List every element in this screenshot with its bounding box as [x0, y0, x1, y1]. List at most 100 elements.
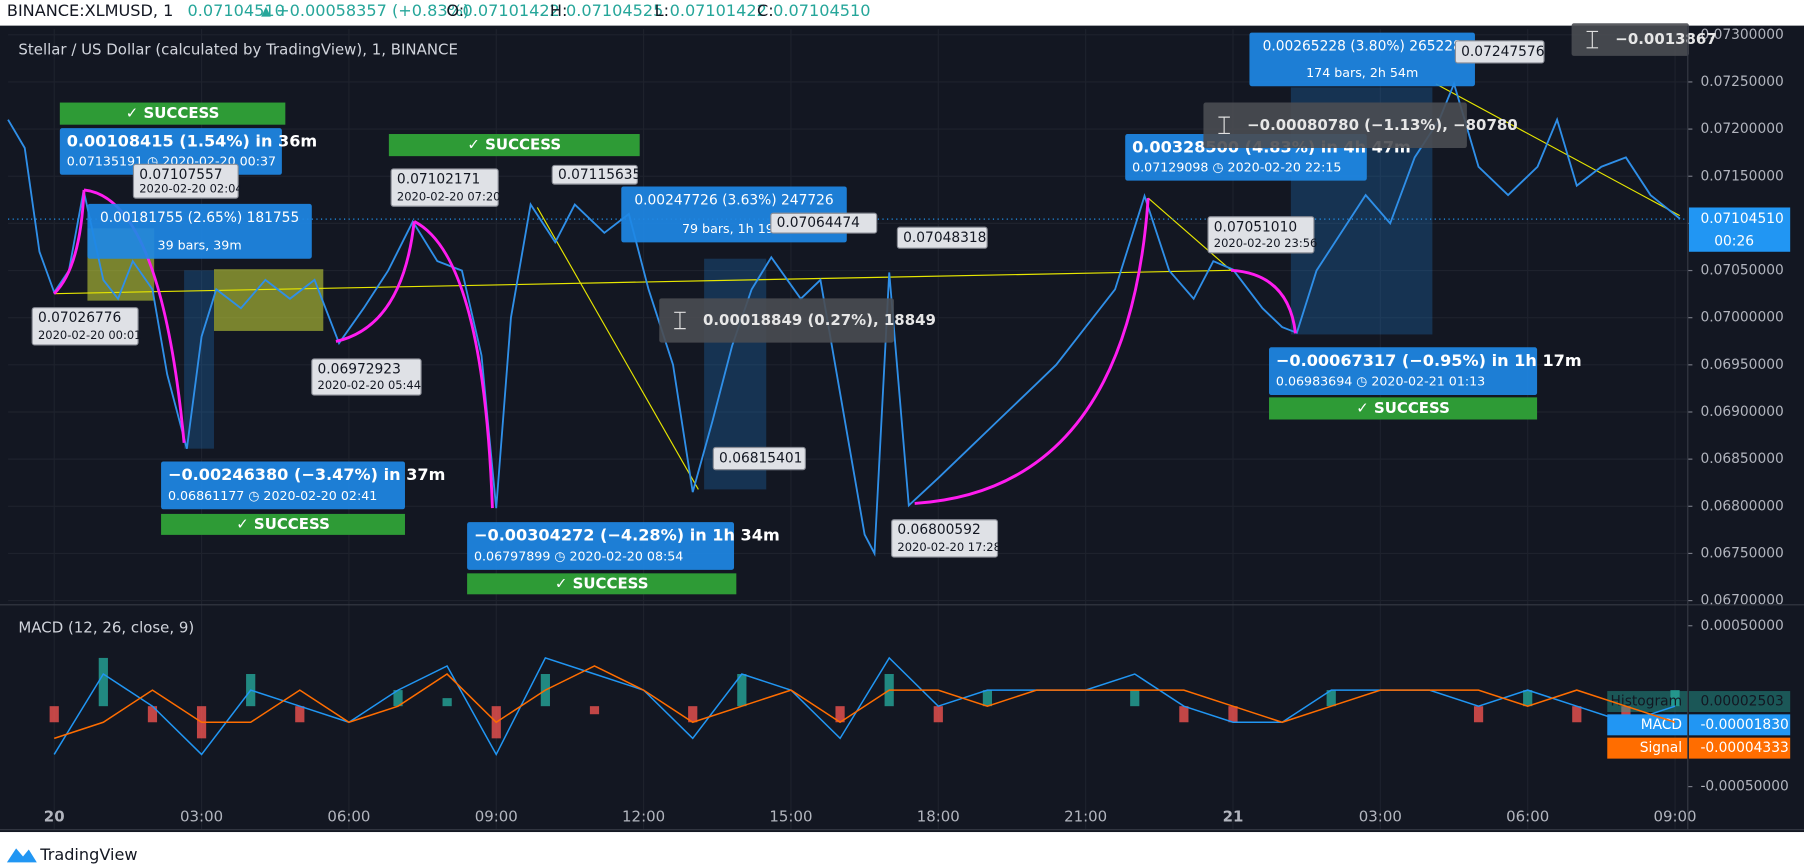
- measure-text: −0.00067317 (−0.95%) in 1h 17m: [1276, 351, 1582, 370]
- measure-box: [87, 203, 312, 259]
- success-tag: [161, 513, 405, 535]
- last-price-bg: [1688, 207, 1791, 252]
- legend-name: Histogram: [1611, 693, 1683, 709]
- measure-text: 0.00108415 (1.54%) in 36m: [67, 132, 317, 151]
- histogram-bar: [1670, 690, 1680, 707]
- price-label: 0.07102171: [397, 171, 480, 187]
- y-tick-label: 0.07050000: [1700, 262, 1783, 278]
- range-text: −0.00080780 (−1.13%), −80780: [1247, 116, 1518, 134]
- price-label: 0.07051010: [1214, 219, 1297, 235]
- price-label-box: [1207, 216, 1315, 254]
- measure-subtext: 174 bars, 2h 54m: [1306, 66, 1418, 81]
- range-text: −0.0013867: [1615, 30, 1716, 48]
- histogram-bar: [295, 706, 305, 723]
- price-label-box: [712, 446, 806, 471]
- measure-box: [161, 461, 405, 510]
- measure-box: [467, 522, 735, 570]
- range-icon: [1586, 30, 1599, 49]
- measure-box: [59, 128, 282, 175]
- y-tick-label: 0.06850000: [1700, 451, 1783, 467]
- price-label: 0.07048318: [903, 230, 986, 246]
- histogram-bar: [1130, 690, 1140, 707]
- measure-box: [1269, 347, 1538, 396]
- trend-line: [54, 269, 1232, 295]
- legend-swatch: [1607, 737, 1688, 759]
- measure-text: 0.00265228 (3.80%) 265228: [1263, 39, 1462, 55]
- x-tick-label: 21: [1223, 807, 1244, 825]
- y-tick-label: 0.06700000: [1700, 593, 1783, 609]
- arc: [1230, 268, 1297, 334]
- y-tick-label: 0.07300000: [1700, 27, 1783, 43]
- success-text: ✓ SUCCESS: [126, 104, 220, 122]
- price-label: 0.07064474: [777, 215, 860, 231]
- histogram-bar: [933, 706, 943, 723]
- price-label: 0.06800592: [897, 522, 980, 538]
- measure-subtext: 79 bars, 1h 19m: [682, 222, 786, 237]
- x-tick-label: 12:00: [622, 807, 665, 825]
- histogram-bar: [1523, 690, 1533, 707]
- arrow: ▲: [261, 4, 271, 19]
- l-value: 0.07101422: [670, 1, 767, 20]
- arc: [914, 197, 1150, 505]
- histogram-bar: [49, 706, 59, 723]
- price-label-time: 2020-02-20 07:20: [397, 189, 501, 203]
- measure-text: −0.00246380 (−3.47%) in 37m: [168, 465, 445, 484]
- x-tick-label: 06:00: [327, 807, 370, 825]
- y-tick-label: 0.06800000: [1700, 498, 1783, 514]
- histogram-bar: [1572, 706, 1582, 723]
- price-label-time: 2020-02-20 02:04: [139, 181, 243, 195]
- measure-box: [1249, 32, 1475, 87]
- x-tick-label: 09:00: [1653, 807, 1696, 825]
- logo-icon: [6, 848, 37, 863]
- legend-value: -0.00004333: [1700, 740, 1788, 756]
- l-label: L:: [655, 1, 669, 20]
- y-tick-label: 0.07000000: [1700, 310, 1783, 326]
- trend-line: [1435, 83, 1681, 217]
- price-label-time: 2020-02-20 23:56: [1214, 236, 1318, 250]
- measure-subtext: 0.06861177 ◷ 2020-02-20 02:41: [168, 489, 377, 504]
- legend-value: 0.00002503: [1700, 693, 1783, 709]
- range-icon: [1218, 116, 1230, 135]
- range-box: [1203, 102, 1467, 148]
- histogram-bar: [835, 706, 845, 723]
- o-value: 0.07101422: [463, 1, 560, 20]
- success-text: ✓ SUCCESS: [1356, 399, 1450, 417]
- histogram-bar: [589, 706, 600, 715]
- x-tick-label: 03:00: [180, 807, 223, 825]
- x-tick-label: 06:00: [1506, 807, 1549, 825]
- arc: [335, 221, 416, 343]
- success-text: ✓ SUCCESS: [236, 515, 330, 533]
- y-tick-label: 0.06750000: [1700, 545, 1783, 561]
- range-box: [659, 298, 894, 343]
- x-tick-label: 03:00: [1359, 807, 1402, 825]
- histogram-bar: [393, 690, 403, 707]
- histogram-bar: [1179, 706, 1189, 723]
- legend-value-bg: [1688, 737, 1791, 759]
- plot: Histogram 0.00002503 MACD -0.00001830 Signal…: [7, 81, 1791, 759]
- price-label-box: [891, 519, 999, 558]
- y-tick-label: -0.00050000: [1700, 779, 1788, 795]
- success-text: ✓ SUCCESS: [467, 136, 561, 154]
- success-tag: [59, 102, 286, 125]
- price-label: 0.06815401: [719, 451, 802, 467]
- histogram-bar: [147, 706, 158, 723]
- price-label-time: 2020-02-20 17:28: [897, 540, 1001, 554]
- measure-text: −0.00304272 (−4.28%) in 1h 34m: [474, 525, 780, 544]
- macd-title: MACD (12, 26, close, 9): [18, 619, 194, 637]
- histogram-bar: [982, 690, 993, 707]
- histogram-bar: [1228, 706, 1238, 723]
- arc: [53, 189, 86, 295]
- legend-value: -0.00001830: [1700, 717, 1788, 733]
- legend-value-bg: [1688, 714, 1791, 736]
- x-tick-label: 09:00: [475, 807, 518, 825]
- trend-line: [1147, 197, 1232, 271]
- h-value: 0.07104525: [566, 1, 663, 20]
- histogram-bar: [442, 698, 452, 707]
- y-tick-label: 0.00050000: [1700, 618, 1783, 634]
- y-tick-label: 0.07200000: [1700, 121, 1783, 137]
- legend-name: MACD: [1641, 717, 1682, 733]
- x-tick-label: 21:00: [1064, 807, 1107, 825]
